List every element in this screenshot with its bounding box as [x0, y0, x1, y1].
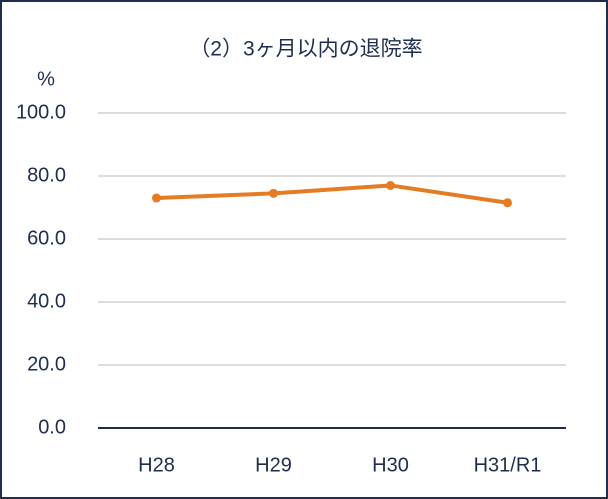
y-tick-label: 100.0 [16, 101, 66, 123]
x-tick-label: H29 [255, 454, 292, 476]
x-tick-label: H30 [372, 454, 409, 476]
y-tick-label: 0.0 [38, 416, 66, 438]
y-tick-label: 80.0 [27, 164, 66, 186]
data-line [156, 183, 508, 205]
x-tick-label: H28 [138, 454, 175, 476]
chart-title: （2）3ヶ月以内の退院率 [189, 38, 422, 61]
data-point [152, 193, 161, 203]
y-tick-label: 40.0 [27, 290, 66, 312]
x-tick-label: H31/R1 [474, 454, 542, 476]
y-axis-label: % [37, 68, 55, 90]
data-point [269, 188, 278, 198]
y-tick-label: 20.0 [27, 353, 66, 375]
y-tick-label: 60.0 [27, 227, 66, 249]
data-point [386, 180, 395, 190]
data-point [503, 198, 512, 208]
